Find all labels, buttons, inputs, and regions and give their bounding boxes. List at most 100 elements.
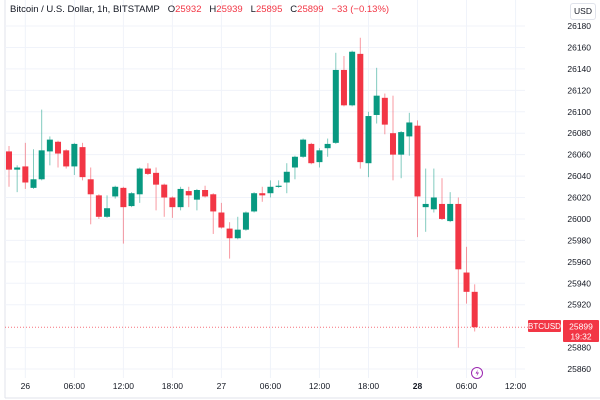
candle-body <box>463 272 470 292</box>
candle-body <box>87 179 94 195</box>
candle-up <box>349 50 356 107</box>
candle-body <box>439 203 446 219</box>
y-tick-label: 26100 <box>567 107 591 117</box>
candle-down <box>439 178 446 221</box>
x-tick-label: 27 <box>217 381 227 391</box>
close-value: 25899 <box>297 4 324 15</box>
candle-body <box>332 69 339 143</box>
x-tick-label: 12:00 <box>505 381 527 391</box>
candle-down <box>63 149 70 169</box>
candle-body <box>291 156 298 168</box>
candle-up <box>447 192 454 223</box>
candle-body <box>422 203 429 208</box>
candle-body <box>30 179 37 188</box>
candle-up <box>430 168 437 213</box>
high-value: 25939 <box>216 4 243 15</box>
change-value: −33 (−0.13%) <box>331 4 390 15</box>
candle-up <box>406 112 413 156</box>
candle-up <box>128 192 135 208</box>
y-tick-label: 25880 <box>567 343 591 353</box>
price-tag-countdown: 19:32 <box>570 332 592 342</box>
candle-body <box>365 116 372 164</box>
candle-body <box>6 151 12 170</box>
candle-body <box>71 143 78 167</box>
candle-down <box>463 246 470 304</box>
candle-body <box>218 212 225 228</box>
open-label: O <box>167 4 176 15</box>
candle-up <box>38 109 45 181</box>
candle-body <box>136 168 143 195</box>
candle-body <box>381 97 388 125</box>
candle-body <box>185 191 192 196</box>
candle-body <box>161 184 168 198</box>
candle-body <box>308 143 315 164</box>
candle-body <box>398 132 405 155</box>
y-tick-label: 25920 <box>567 300 591 310</box>
candle-up <box>104 195 111 218</box>
y-tick-label: 25940 <box>567 278 591 288</box>
candle-body <box>95 195 102 217</box>
candle-down <box>202 185 209 198</box>
candle-body <box>471 291 478 328</box>
candle-down <box>340 56 347 107</box>
candle-down <box>120 186 127 244</box>
low-value: 25895 <box>255 4 283 15</box>
candle-body <box>210 194 217 212</box>
candle-body <box>226 228 233 239</box>
grid <box>4 0 600 399</box>
y-tick-label: 25980 <box>567 235 591 245</box>
x-tick-label: 12:00 <box>113 381 135 391</box>
candles <box>6 37 478 348</box>
candle-down <box>218 202 225 229</box>
currency-button[interactable]: USD <box>570 3 596 20</box>
candle-body <box>234 229 241 239</box>
price-tag-symbol: BTCUSD <box>528 322 561 331</box>
y-tick-label: 26060 <box>567 150 591 160</box>
candle-body <box>193 190 200 200</box>
candle-down <box>87 167 94 225</box>
candle-down <box>455 197 462 348</box>
lightning-icon[interactable] <box>471 367 483 379</box>
candle-body <box>389 133 396 155</box>
candle-body <box>430 197 437 210</box>
candle-up <box>365 111 372 178</box>
candle-down <box>389 95 396 181</box>
candle-up <box>291 155 298 180</box>
x-tick-label: 28 <box>413 381 423 391</box>
candle-up <box>14 165 21 193</box>
candle-down <box>210 193 217 234</box>
price-axis: 26180 26160 26140 26120 26100 26080 26060 26040… <box>567 21 591 374</box>
candle-body <box>22 166 29 183</box>
candle-body <box>120 187 127 208</box>
candle-down <box>6 146 12 187</box>
candle-body <box>340 69 347 106</box>
candle-body <box>251 193 258 212</box>
candle-down <box>95 194 102 219</box>
candle-body <box>414 125 421 197</box>
candle-up <box>251 192 258 213</box>
candle-down <box>259 186 266 202</box>
candle-down <box>169 196 176 218</box>
candle-body <box>300 139 307 157</box>
candle-body <box>283 171 290 183</box>
candle-up <box>398 131 405 179</box>
y-tick-label: 26040 <box>567 171 591 181</box>
candle-up <box>373 67 380 124</box>
candle-body <box>177 188 184 208</box>
candle-down <box>79 142 86 181</box>
candle-up <box>112 185 119 199</box>
candle-body <box>153 172 160 185</box>
candle-body <box>169 197 176 208</box>
y-tick-label: 26140 <box>567 64 591 74</box>
candle-down <box>161 183 168 217</box>
candle-up <box>46 136 53 166</box>
y-tick-label: 26120 <box>567 85 591 95</box>
x-tick-label: 06:00 <box>260 381 282 391</box>
candle-down <box>226 222 233 259</box>
x-tick-label: 18:00 <box>162 381 184 391</box>
candle-body <box>38 150 45 180</box>
price-tag-price: 25899 <box>569 322 593 332</box>
candle-body <box>455 203 462 270</box>
candle-up <box>316 148 323 168</box>
